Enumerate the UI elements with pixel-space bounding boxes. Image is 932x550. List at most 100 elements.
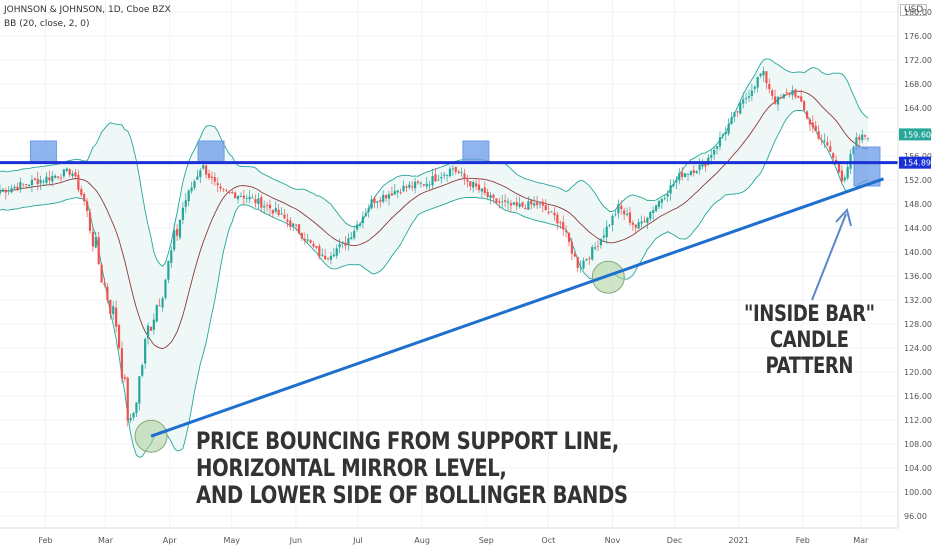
candle-body: [228, 192, 231, 193]
candle-body: [364, 213, 367, 216]
candle-body: [115, 307, 118, 327]
candle-body: [367, 208, 370, 212]
candle-body: [399, 192, 402, 193]
candle-body: [492, 194, 495, 198]
candle-body: [45, 176, 48, 183]
candle-body: [594, 247, 597, 249]
time-tick-label: Mar: [853, 536, 869, 545]
candle-body: [750, 90, 753, 96]
candle-body: [701, 162, 704, 167]
candle-body: [7, 190, 10, 192]
symbol-title: JOHNSON & JOHNSON, 1D, Cboe BZX: [4, 5, 171, 15]
candle-body: [300, 233, 304, 239]
price-tick-label: 108.00: [904, 440, 932, 449]
candle-body: [855, 137, 858, 146]
time-axis: Feb Mar Apr May Jun Jul Aug Sep Oct Nov Dec 2021 Feb…: [0, 527, 898, 545]
candle-body: [486, 191, 489, 198]
candle-body: [1, 189, 5, 192]
candle-body: [843, 177, 846, 181]
candle-body: [744, 98, 748, 99]
candle-body: [463, 173, 466, 179]
candle-body: [863, 135, 867, 137]
price-tick-label: 104.00: [904, 464, 932, 473]
candle-body: [167, 261, 170, 280]
candle-body: [42, 181, 45, 183]
currency-label[interactable]: USD: [900, 4, 928, 16]
candle-body: [652, 210, 655, 214]
candle-body: [48, 177, 51, 181]
candle-body: [747, 96, 751, 98]
candle-body: [390, 193, 394, 196]
candle-body: [477, 184, 481, 190]
candle-body: [866, 137, 870, 139]
candle-body: [109, 299, 112, 314]
time-tick-label: Jul: [352, 536, 363, 545]
candle-body: [54, 175, 57, 178]
price-tick-label: 120.00: [904, 368, 932, 377]
candle-body: [358, 223, 362, 226]
candle-body: [222, 188, 225, 190]
candle-body: [567, 233, 571, 243]
candle-body: [117, 325, 121, 348]
candle-body: [782, 94, 785, 99]
candle-body: [126, 377, 129, 421]
candle-body: [19, 182, 22, 190]
candle-body: [474, 183, 478, 187]
candle-body: [428, 184, 431, 186]
candle-body: [808, 119, 812, 125]
candle-body: [736, 111, 739, 113]
candle-body: [686, 173, 690, 175]
candle-body: [251, 197, 254, 199]
candle-body: [733, 112, 736, 117]
candle-body: [774, 96, 777, 104]
candle-body: [840, 170, 843, 182]
candle-body: [0, 190, 2, 194]
candle-body: [713, 149, 716, 155]
candle-body: [277, 209, 280, 215]
candle-body: [248, 196, 251, 200]
price-tick-label: 124.00: [904, 344, 932, 353]
candle-body: [152, 319, 155, 330]
price-tick-label: 96.00: [904, 512, 927, 521]
candle-body: [547, 211, 550, 214]
candle-body: [443, 174, 446, 176]
candle-body: [643, 220, 646, 223]
candle-body: [797, 96, 800, 98]
candle-body: [355, 224, 359, 230]
candle-body: [826, 142, 829, 146]
candle-body: [498, 201, 501, 203]
candle-body: [274, 208, 277, 212]
candle-body: [675, 179, 678, 183]
candle-body: [286, 219, 289, 222]
candle-body: [422, 184, 425, 186]
candle-body: [414, 181, 417, 189]
candle-body: [817, 131, 820, 139]
candle-body: [97, 237, 100, 265]
candle-body: [637, 222, 640, 229]
support-annotation-line-1: PRICE BOUNCING FROM SUPPORT LINE,: [196, 427, 619, 455]
candle-body: [803, 101, 806, 111]
price-tick-label: 116.00: [904, 392, 932, 401]
candle-body: [329, 256, 333, 260]
candle-body: [445, 175, 449, 176]
candle-body: [62, 169, 65, 177]
candle-body: [138, 376, 141, 404]
candle-body: [103, 282, 106, 286]
candle-body: [448, 168, 452, 177]
candle-body: [602, 235, 605, 238]
basis-line: [0, 90, 869, 349]
candle-body: [173, 230, 176, 250]
candle-body: [591, 246, 594, 260]
candle-body: [625, 213, 629, 216]
candle-body: [599, 238, 603, 246]
support-annotation: PRICE BOUNCING FROM SUPPORT LINE, HORIZO…: [196, 428, 628, 509]
candle-body: [559, 222, 562, 224]
price-tick-label: 152.00: [904, 176, 932, 185]
candle-body: [739, 102, 742, 114]
candle-body: [576, 256, 579, 269]
candle-body: [582, 260, 585, 269]
candle-body: [506, 201, 510, 203]
candle-body: [405, 186, 408, 188]
candle-body: [13, 186, 16, 189]
